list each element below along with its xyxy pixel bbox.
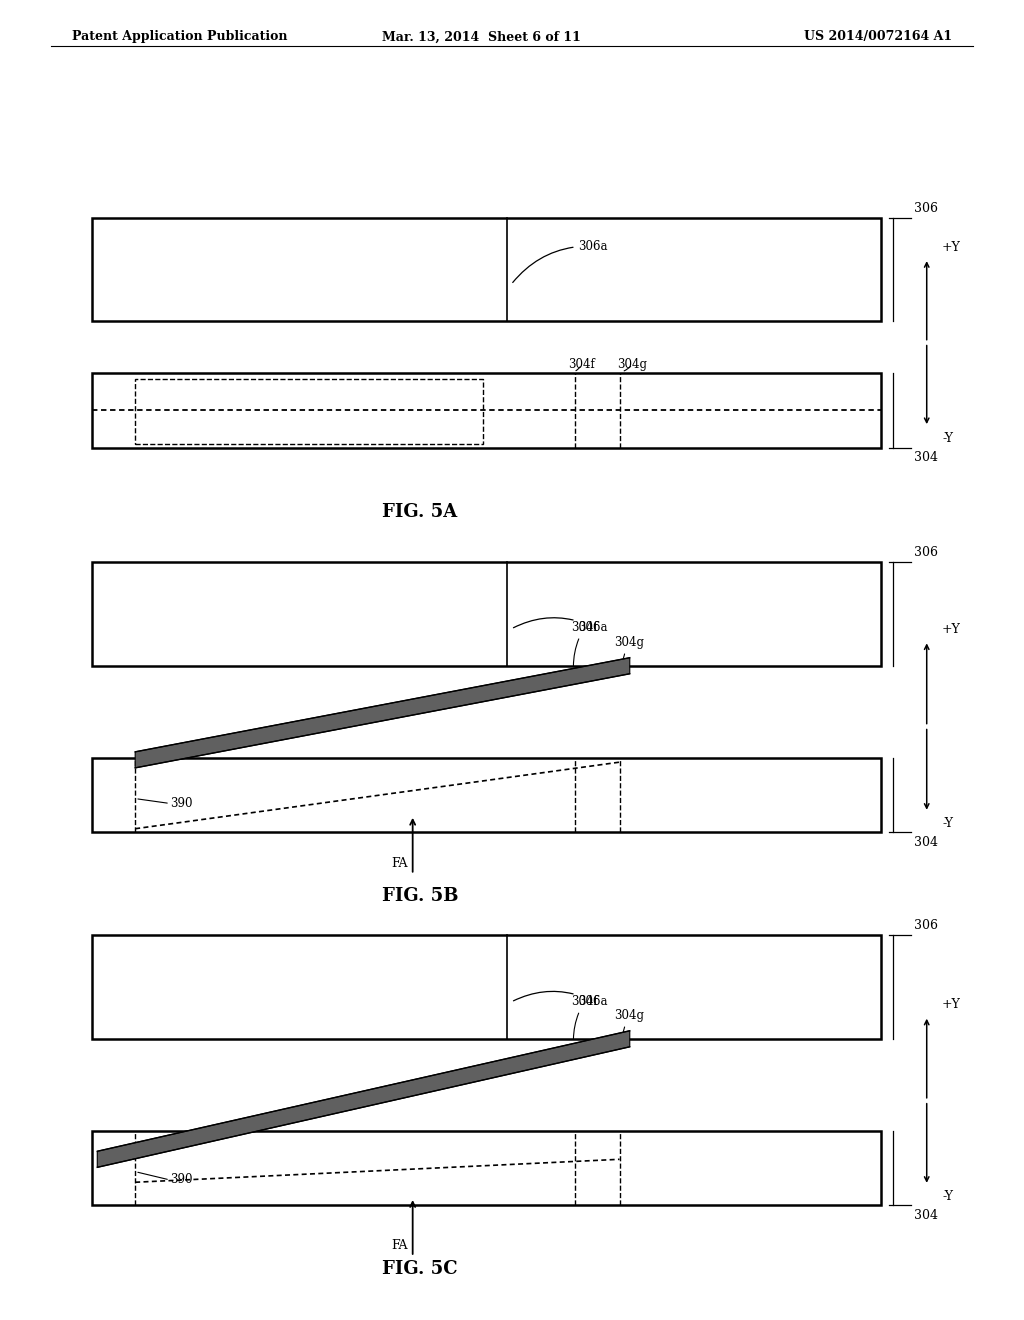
Bar (92, 218, 881, 321)
Text: 304g: 304g (614, 1008, 644, 1040)
Text: 304: 304 (914, 1209, 938, 1222)
Text: FA: FA (391, 1239, 408, 1253)
Text: FIG. 5C: FIG. 5C (382, 1261, 458, 1278)
Text: FA: FA (391, 857, 408, 870)
Polygon shape (135, 657, 630, 768)
Text: 306: 306 (914, 546, 938, 558)
Text: 304g: 304g (614, 635, 644, 668)
Polygon shape (97, 1031, 630, 1167)
Text: -Y: -Y (942, 817, 953, 830)
Text: 306: 306 (914, 919, 938, 932)
Text: Mar. 13, 2014  Sheet 6 of 11: Mar. 13, 2014 Sheet 6 of 11 (382, 30, 581, 44)
Text: +Y: +Y (942, 623, 961, 636)
Text: -Y: -Y (942, 1191, 953, 1204)
Text: 390: 390 (170, 1173, 193, 1187)
Text: +Y: +Y (942, 240, 961, 253)
Bar (135, 379, 483, 445)
Text: 304: 304 (914, 451, 938, 465)
Text: 390: 390 (170, 797, 193, 810)
Bar (92, 562, 881, 665)
Text: 304g: 304g (617, 358, 647, 371)
Text: +Y: +Y (942, 998, 961, 1011)
Text: 306a: 306a (513, 991, 608, 1007)
Bar (92, 1131, 881, 1205)
Text: 306a: 306a (513, 618, 608, 634)
Text: Patent Application Publication: Patent Application Publication (72, 30, 287, 44)
Text: US 2014/0072164 A1: US 2014/0072164 A1 (804, 30, 952, 44)
Text: 306a: 306a (513, 239, 608, 282)
Text: 304f: 304f (568, 358, 595, 371)
Text: 304: 304 (914, 836, 938, 849)
Text: 304f: 304f (571, 995, 598, 1039)
Text: FIG. 5B: FIG. 5B (382, 887, 458, 906)
Bar (92, 374, 881, 447)
Text: 306: 306 (914, 202, 938, 215)
Bar (92, 758, 881, 832)
Text: 304f: 304f (571, 620, 598, 667)
Bar (92, 936, 881, 1039)
Text: -Y: -Y (942, 432, 953, 445)
Text: FIG. 5A: FIG. 5A (382, 503, 458, 521)
